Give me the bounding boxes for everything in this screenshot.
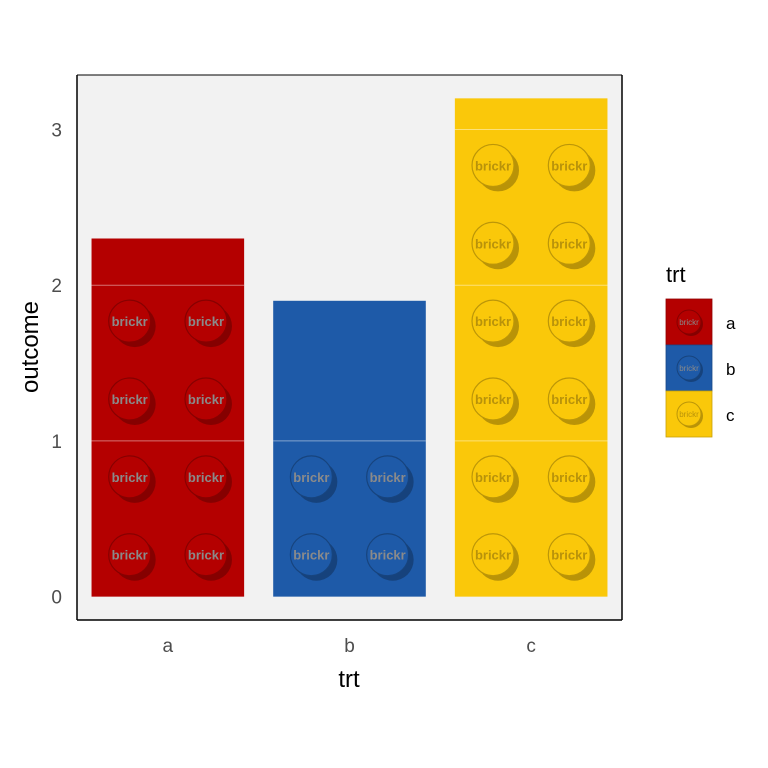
stud-label: brickr (370, 548, 406, 563)
stud: brickr (366, 455, 414, 503)
stud: brickr (547, 299, 596, 348)
stud-label: brickr (475, 236, 511, 251)
stud-label: brickr (112, 548, 148, 563)
stud-label: brickr (475, 314, 511, 329)
stud-label: brickr (112, 392, 148, 407)
stud: brickr (471, 221, 520, 270)
stud-label: brickr (188, 314, 224, 329)
stud: brickr (184, 299, 232, 348)
legend-item-b: brickr b (665, 344, 735, 392)
stud-label: brickr (551, 236, 587, 251)
stud-label: brickr (370, 470, 406, 485)
stud: brickr (289, 455, 338, 503)
stud-label: brickr (112, 470, 148, 485)
x-tick-label: a (163, 636, 174, 657)
stud: brickr (471, 377, 520, 425)
x-axis-title: trt (338, 666, 360, 693)
stud: brickr (471, 455, 520, 503)
legend-title: trt (666, 262, 686, 287)
stud: brickr (184, 533, 232, 581)
stud: brickr (471, 143, 520, 192)
stud-label: brickr (551, 470, 587, 485)
stud: brickr (184, 377, 232, 425)
stud-label: brickr (551, 158, 587, 173)
bar-c: brickr brickr brickr brickr brickr brickr bric… (454, 98, 608, 597)
stud: brickr (108, 377, 156, 425)
x-tick-label: b (344, 636, 355, 657)
stud-label: brickr (188, 470, 224, 485)
stud-label: brickr (293, 470, 329, 485)
stud-label: brickr (551, 392, 587, 407)
legend-label: a (726, 314, 736, 333)
legend-label: c (726, 406, 735, 425)
stud-label: brickr (112, 314, 148, 329)
stud: brickr (108, 299, 156, 348)
stud-label: brickr (475, 158, 511, 173)
legend-item-a: brickr a (665, 298, 736, 346)
legend-item-c: brickr c (665, 390, 735, 438)
x-tick-label: c (526, 636, 536, 657)
legend-stud-label: brickr (679, 410, 699, 419)
stud-label: brickr (475, 470, 511, 485)
stud: brickr (184, 455, 232, 503)
y-tick-label: 3 (51, 121, 62, 142)
stud: brickr (289, 533, 338, 581)
legend-label: b (726, 360, 735, 379)
stud-label: brickr (475, 548, 511, 563)
stud: brickr (547, 377, 596, 425)
stud: brickr (547, 533, 596, 581)
stud-label: brickr (551, 548, 587, 563)
x-tick-labels: a b c (163, 636, 536, 657)
stud: brickr (471, 299, 520, 348)
stud-label: brickr (188, 548, 224, 563)
y-tick-label: 2 (51, 276, 62, 297)
stud: brickr (547, 221, 596, 270)
stud-label: brickr (475, 392, 511, 407)
stud: brickr (471, 533, 520, 581)
y-axis-title: outcome (17, 301, 44, 393)
stud: brickr (108, 533, 156, 581)
bar-b: brickr brickr brickr brickr (273, 300, 426, 597)
stud: brickr (547, 143, 596, 192)
legend-stud-label: brickr (679, 318, 699, 327)
stud-label: brickr (551, 314, 587, 329)
bar-a: brickr brickr brickr brickr brickr brickr bric… (91, 238, 245, 597)
stud: brickr (547, 455, 596, 503)
y-tick-label: 1 (51, 432, 62, 453)
legend-stud-label: brickr (679, 364, 699, 373)
stud: brickr (108, 455, 156, 503)
y-tick-labels: 0 1 2 3 (51, 121, 62, 609)
y-tick-label: 0 (51, 588, 62, 609)
stud: brickr (366, 533, 414, 581)
legend: trt brickr a brickr b brickr c (665, 262, 736, 438)
stud-label: brickr (188, 392, 224, 407)
stud-label: brickr (293, 548, 329, 563)
